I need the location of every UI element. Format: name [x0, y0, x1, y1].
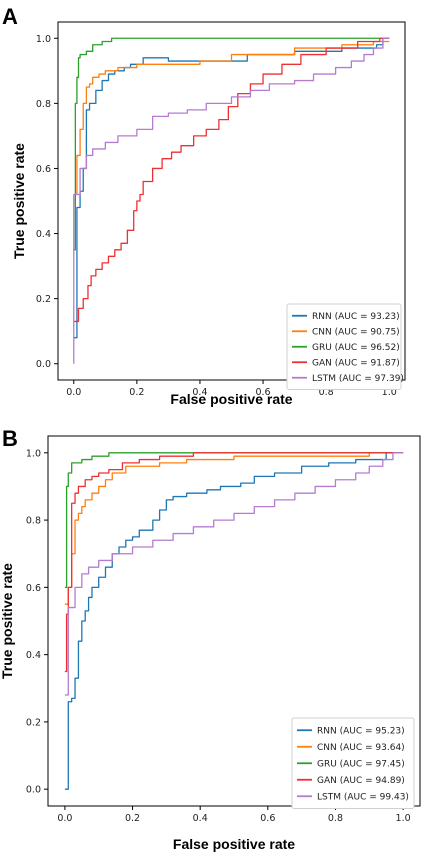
panel-letter-A: A [2, 4, 18, 29]
y-tick-label: 0.6 [26, 583, 41, 594]
roc-curve-gan [73, 37, 390, 323]
legend-label-rnn: RNN (AUC = 95.23) [317, 726, 405, 736]
legend-box [286, 303, 402, 390]
y-tick-label: 0.2 [26, 717, 41, 728]
y-tick-label: 0.4 [36, 229, 51, 240]
y-tick-label: 0.0 [26, 785, 41, 796]
y-tick-label: 0.6 [36, 164, 51, 175]
y-axis-label: True positive rate [11, 143, 27, 259]
x-tick-label: 0.0 [66, 387, 81, 398]
roc-curve-cnn [64, 452, 404, 605]
x-axis-label: False positive rate [170, 391, 292, 407]
legend-label-rnn: RNN (AUC = 93.23) [312, 312, 400, 322]
x-tick-label: 0.8 [328, 813, 343, 824]
roc-curve-rnn [73, 37, 390, 339]
legend-label-gru: GRU (AUC = 97.45) [317, 759, 405, 769]
roc-curve-lstm [73, 37, 390, 364]
roc-curve-cnn [73, 40, 390, 196]
x-tick-label: 0.2 [125, 813, 140, 824]
x-axis-label: False positive rate [173, 836, 295, 852]
x-tick-label: 0.6 [260, 813, 275, 824]
roc-curve-rnn [64, 452, 404, 790]
x-tick-label: 1.0 [396, 813, 411, 824]
x-tick-label: 0.0 [57, 813, 72, 824]
roc-curve-gru [73, 37, 390, 251]
y-tick-label: 0.8 [36, 99, 51, 110]
legend-label-lstm: LSTM (AUC = 99.43) [317, 792, 409, 802]
y-tick-label: 1.0 [36, 34, 51, 45]
legend-label-gan: GAN (AUC = 91.87) [312, 358, 400, 368]
legend-label-gru: GRU (AUC = 96.52) [312, 343, 400, 353]
x-tick-label: 0.8 [319, 387, 334, 398]
plot-frame [47, 435, 421, 807]
y-tick-label: 0.8 [26, 516, 41, 527]
legend-label-lstm: LSTM (AUC = 97.39) [312, 374, 404, 384]
x-tick-label: 0.4 [193, 813, 208, 824]
roc-curve-gru [64, 452, 404, 589]
x-tick-label: 0.6 [255, 387, 270, 398]
y-tick-label: 0.2 [36, 294, 51, 305]
y-tick-label: 1.0 [26, 448, 41, 459]
panel-letter-B: B [2, 426, 18, 451]
y-tick-label: 0.4 [26, 650, 41, 661]
legend-label-cnn: CNN (AUC = 93.64) [317, 743, 405, 753]
x-tick-label: 0.4 [192, 387, 207, 398]
legend-box [291, 717, 415, 809]
legend-label-cnn: CNN (AUC = 90.75) [312, 327, 400, 337]
x-tick-label: 0.2 [129, 387, 144, 398]
y-tick-label: 0.0 [36, 359, 51, 370]
roc-curve-gan [64, 452, 404, 673]
x-tick-label: 1.0 [382, 387, 397, 398]
plot-frame [57, 21, 406, 381]
legend-label-gan: GAN (AUC = 94.89) [317, 776, 405, 786]
y-axis-label: True positive rate [0, 563, 15, 679]
roc-curve-lstm [64, 452, 404, 696]
